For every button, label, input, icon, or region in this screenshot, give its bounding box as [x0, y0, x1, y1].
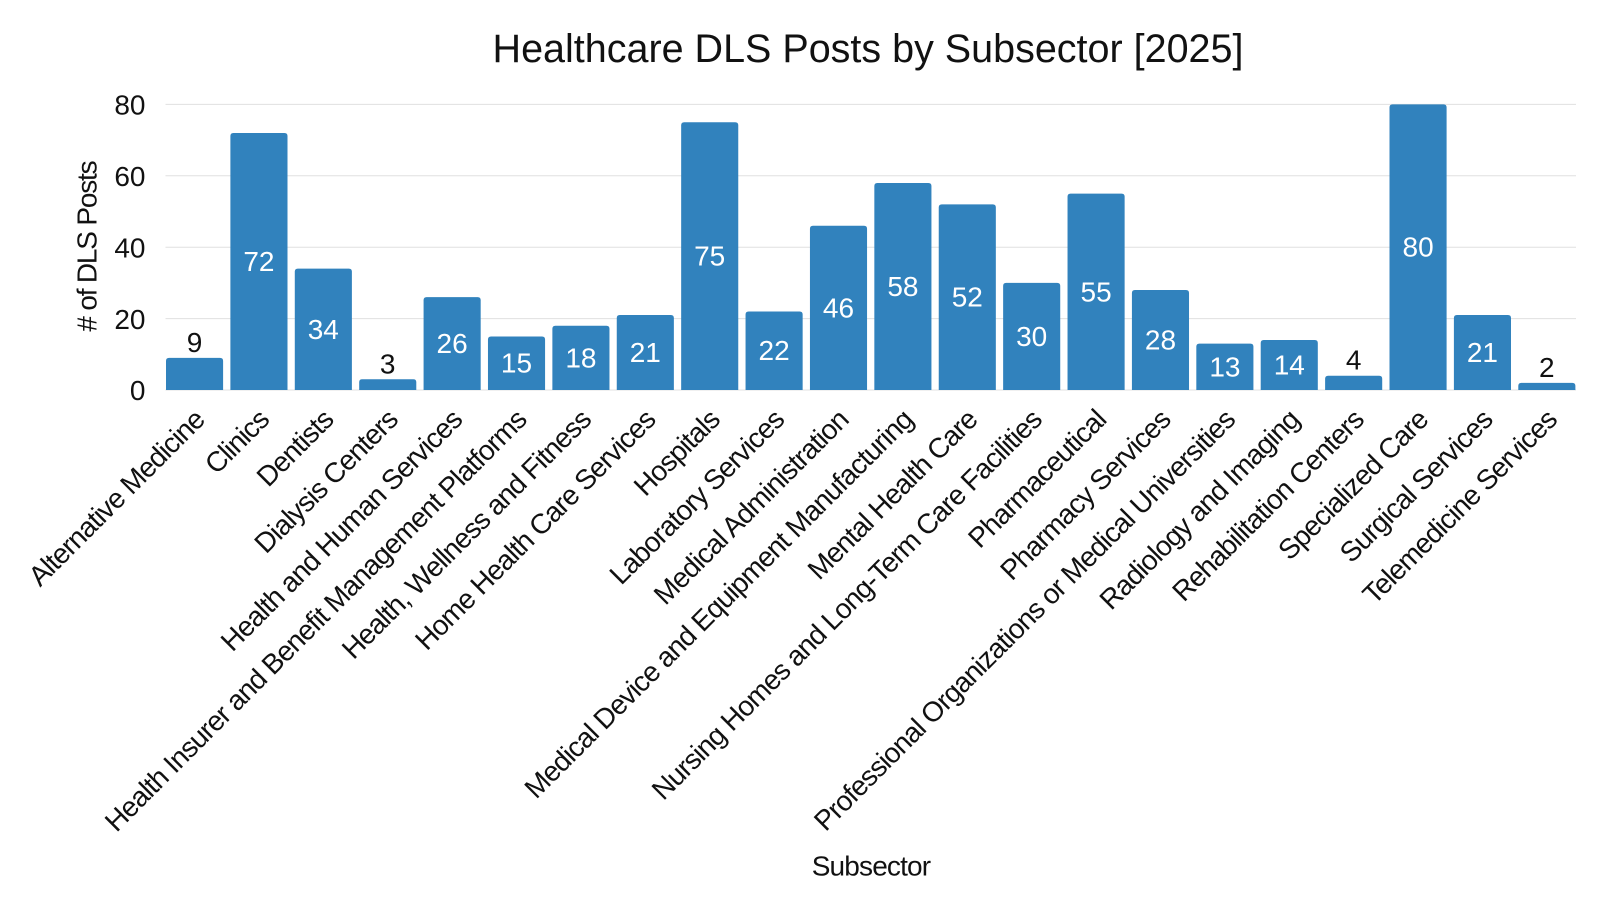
svg-text:22: 22: [759, 335, 790, 366]
svg-text:28: 28: [1145, 325, 1176, 356]
svg-text:34: 34: [308, 314, 339, 345]
svg-text:30: 30: [1016, 321, 1047, 352]
svg-text:Healthcare DLS Posts by Subsec: Healthcare DLS Posts by Subsector [2025]: [493, 27, 1244, 71]
svg-text:0: 0: [130, 375, 146, 406]
svg-text:80: 80: [1403, 232, 1434, 263]
svg-text:55: 55: [1081, 276, 1112, 307]
svg-text:75: 75: [694, 241, 725, 272]
svg-text:60: 60: [114, 161, 145, 192]
svg-text:58: 58: [887, 271, 918, 302]
svg-text:3: 3: [380, 348, 396, 379]
svg-text:52: 52: [952, 282, 983, 313]
svg-text:Subsector: Subsector: [812, 851, 931, 882]
svg-text:# of DLS Posts: # of DLS Posts: [72, 161, 103, 331]
svg-text:26: 26: [437, 328, 468, 359]
svg-text:4: 4: [1346, 345, 1362, 376]
svg-text:21: 21: [1467, 337, 1498, 368]
svg-text:80: 80: [114, 90, 145, 121]
svg-text:72: 72: [243, 246, 274, 277]
svg-text:9: 9: [187, 327, 203, 358]
svg-text:46: 46: [823, 292, 854, 323]
svg-text:20: 20: [114, 304, 145, 335]
svg-text:2: 2: [1539, 352, 1555, 383]
svg-text:21: 21: [630, 337, 661, 368]
svg-text:13: 13: [1209, 351, 1240, 382]
svg-text:18: 18: [565, 342, 596, 373]
svg-text:40: 40: [114, 232, 145, 263]
svg-text:15: 15: [501, 348, 532, 379]
svg-text:14: 14: [1274, 350, 1305, 381]
